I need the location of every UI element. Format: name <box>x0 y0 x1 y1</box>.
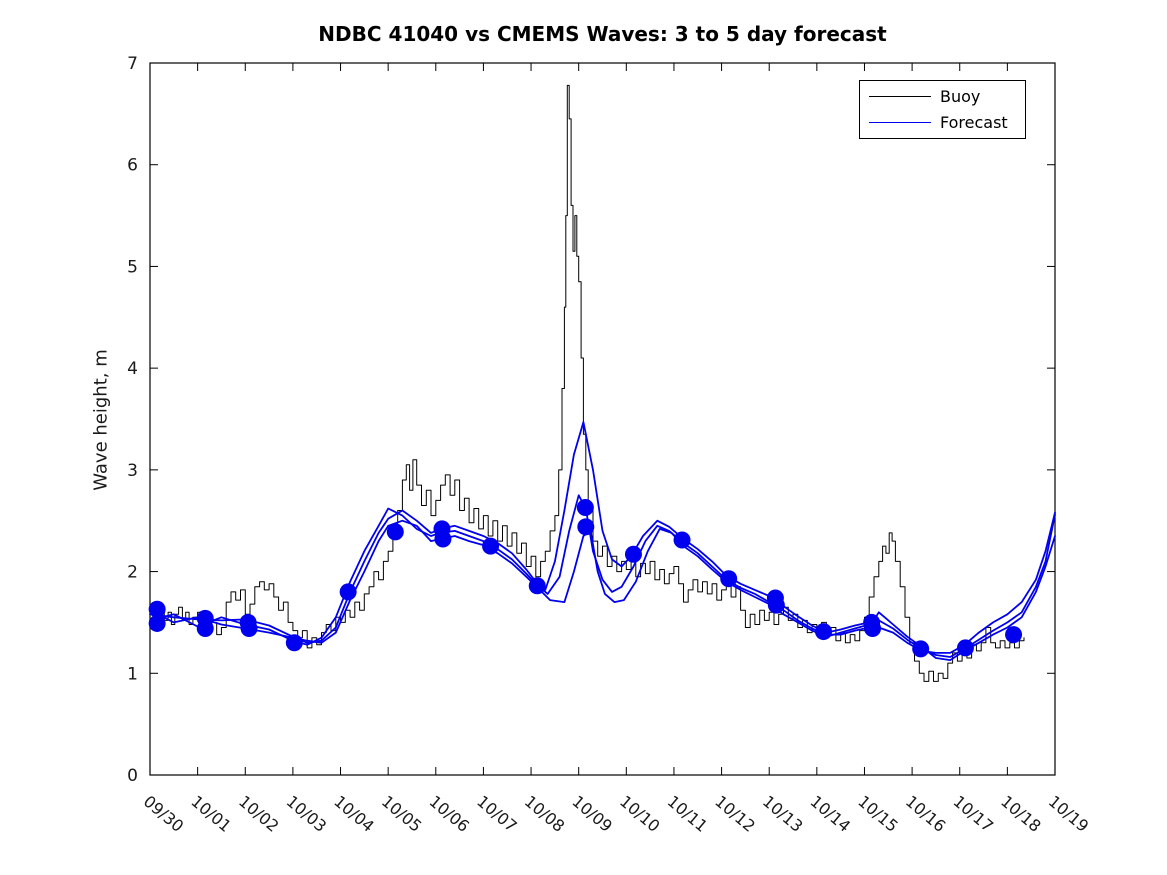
forecast-marker <box>767 596 785 614</box>
forecast-marker <box>148 614 166 632</box>
forecast-3-day-line <box>149 421 1056 658</box>
legend-label-buoy: Buoy <box>940 86 981 106</box>
chart-title: NDBC 41040 vs CMEMS Waves: 3 to 5 day fo… <box>318 22 887 46</box>
y-tick-label: 1 <box>127 664 138 684</box>
legend-item-forecast: Forecast <box>860 110 1025 136</box>
legend-label-forecast: Forecast <box>940 113 1008 133</box>
forecast-marker <box>240 620 258 638</box>
y-tick-label: 5 <box>127 257 138 277</box>
x-tick-label: 10/08 <box>521 792 569 836</box>
forecast-4-day-line <box>149 494 1056 661</box>
y-tick-label: 3 <box>127 461 138 481</box>
x-tick-label: 10/19 <box>1045 792 1093 836</box>
y-tick-label: 0 <box>127 766 138 786</box>
forecast-line-sample <box>869 122 931 124</box>
x-tick-label: 10/15 <box>854 792 902 836</box>
x-tick-label: 10/17 <box>950 792 998 836</box>
y-tick-label: 6 <box>127 156 138 176</box>
x-tick-label: 10/12 <box>711 792 759 836</box>
plot-frame <box>149 62 1056 776</box>
forecast-marker <box>434 530 452 548</box>
x-tick-label: 09/30 <box>140 792 188 836</box>
x-tick-label: 10/10 <box>616 792 664 836</box>
x-tick-label: 10/03 <box>283 792 331 836</box>
x-tick-label: 10/05 <box>378 792 426 836</box>
x-tick-label: 10/11 <box>664 792 712 836</box>
forecast-marker <box>576 498 594 516</box>
x-tick-label: 10/02 <box>235 792 283 836</box>
forecast-marker <box>339 583 357 601</box>
x-tick-label: 10/16 <box>902 792 950 836</box>
legend-item-buoy: Buoy <box>860 83 1025 109</box>
forecast-marker <box>956 639 974 657</box>
forecast-marker <box>528 577 546 595</box>
y-axis-label: Wave height, m <box>90 349 112 491</box>
forecast-marker <box>285 634 303 652</box>
forecast-marker <box>196 620 214 638</box>
forecast-marker <box>386 523 404 541</box>
forecast-5-day-line <box>149 511 1056 654</box>
x-tick-label: 10/07 <box>473 792 521 836</box>
forecast-marker <box>577 518 595 536</box>
x-tick-label: 10/13 <box>759 792 807 836</box>
buoy-line <box>149 84 1025 682</box>
forecast-marker <box>720 570 738 588</box>
x-tick-label: 10/09 <box>568 792 616 836</box>
legend: Buoy Forecast <box>859 80 1026 139</box>
forecast-marker <box>148 600 166 618</box>
forecast-marker <box>912 640 930 658</box>
x-tick-label: 10/06 <box>426 792 474 836</box>
x-tick-label: 10/14 <box>807 792 855 836</box>
buoy-line-sample <box>869 95 931 97</box>
y-tick-label: 4 <box>127 359 138 379</box>
forecast-marker <box>815 623 833 641</box>
x-tick-label: 10/04 <box>330 792 378 836</box>
forecast-marker <box>624 545 642 563</box>
y-tick-label: 2 <box>127 563 138 583</box>
forecast-marker <box>482 537 500 555</box>
forecast-marker <box>673 531 691 549</box>
x-tick-label: 10/01 <box>187 792 235 836</box>
forecast-marker <box>864 620 882 638</box>
y-tick-label: 7 <box>127 54 138 74</box>
x-tick-label: 10/18 <box>997 792 1045 836</box>
forecast-marker <box>1005 626 1023 644</box>
